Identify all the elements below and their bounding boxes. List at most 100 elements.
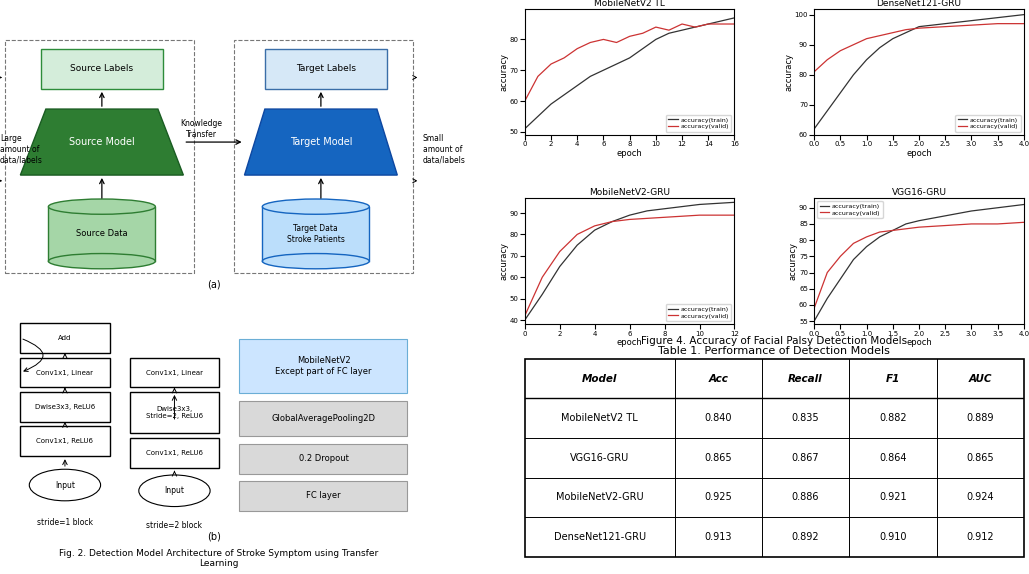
accuracy(train) xyxy=(597,67,609,73)
accuracy(valid) xyxy=(649,24,662,30)
Title: MobileNetV2-GRU: MobileNetV2-GRU xyxy=(590,188,670,197)
accuracy(train) xyxy=(702,21,714,28)
accuracy(train) xyxy=(887,227,899,234)
Text: Conv1x1, ReLU6: Conv1x1, ReLU6 xyxy=(36,439,94,444)
Text: 0.921: 0.921 xyxy=(879,492,907,502)
Text: FC layer: FC layer xyxy=(307,491,341,501)
accuracy(train) xyxy=(1018,11,1029,18)
Text: Input: Input xyxy=(165,486,184,495)
Text: Large
amount of
data/labels: Large amount of data/labels xyxy=(0,134,43,164)
Text: Target Data
Stroke Patients: Target Data Stroke Patients xyxy=(287,224,345,243)
accuracy(valid) xyxy=(965,22,978,29)
accuracy(train) xyxy=(589,227,601,234)
accuracy(train) xyxy=(913,217,925,224)
Y-axis label: accuracy: accuracy xyxy=(499,242,508,280)
accuracy(train) xyxy=(965,208,978,215)
accuracy(train) xyxy=(624,55,636,61)
accuracy(valid) xyxy=(860,35,873,42)
accuracy(valid) xyxy=(702,21,714,28)
Text: 0.889: 0.889 xyxy=(966,413,994,423)
accuracy(train) xyxy=(992,204,1004,211)
accuracy(train) xyxy=(899,29,912,36)
accuracy(valid) xyxy=(544,61,557,68)
Legend: accuracy(train), accuracy(valid): accuracy(train), accuracy(valid) xyxy=(666,115,732,132)
Bar xyxy=(41,49,163,89)
Line: accuracy(valid): accuracy(valid) xyxy=(814,222,1024,308)
accuracy(valid) xyxy=(874,228,886,235)
Bar xyxy=(21,323,109,353)
accuracy(valid) xyxy=(536,274,548,281)
Text: Source Model: Source Model xyxy=(69,137,135,147)
accuracy(train) xyxy=(835,276,847,282)
Text: Knowledge
Transfer: Knowledge Transfer xyxy=(180,119,222,139)
Bar xyxy=(130,358,219,387)
Text: MobileNetV2 TL: MobileNetV2 TL xyxy=(561,413,638,423)
Bar xyxy=(235,40,413,273)
Text: F1: F1 xyxy=(886,374,900,383)
accuracy(train) xyxy=(899,220,912,227)
Text: Table 1. Performance of Detection Models: Table 1. Performance of Detection Models xyxy=(659,346,890,356)
Text: 0.864: 0.864 xyxy=(879,453,907,463)
Text: 0.910: 0.910 xyxy=(879,532,907,542)
Bar xyxy=(240,481,407,511)
accuracy(train) xyxy=(939,20,952,27)
accuracy(valid) xyxy=(1018,219,1029,226)
accuracy(valid) xyxy=(610,39,623,46)
Text: 0.2 Dropout: 0.2 Dropout xyxy=(298,454,349,463)
accuracy(valid) xyxy=(860,234,873,241)
Text: Model: Model xyxy=(582,374,617,383)
accuracy(valid) xyxy=(711,212,723,219)
Text: 0.892: 0.892 xyxy=(791,532,819,542)
accuracy(train) xyxy=(544,100,557,107)
Bar xyxy=(262,207,369,261)
accuracy(valid) xyxy=(899,226,912,232)
Text: Add: Add xyxy=(59,335,72,341)
Text: 0.913: 0.913 xyxy=(705,532,732,542)
accuracy(valid) xyxy=(729,21,741,28)
Line: accuracy(train): accuracy(train) xyxy=(525,18,735,129)
accuracy(train) xyxy=(913,23,925,30)
accuracy(valid) xyxy=(835,253,847,260)
X-axis label: epoch: epoch xyxy=(907,149,932,157)
Text: (a): (a) xyxy=(207,279,221,289)
Bar xyxy=(240,401,407,436)
accuracy(train) xyxy=(729,14,741,21)
accuracy(train) xyxy=(637,45,649,52)
accuracy(train) xyxy=(610,61,623,68)
Line: accuracy(train): accuracy(train) xyxy=(814,204,1024,321)
accuracy(valid) xyxy=(939,23,952,30)
X-axis label: epoch: epoch xyxy=(616,149,642,157)
Text: MobileNetV2
Except part of FC layer: MobileNetV2 Except part of FC layer xyxy=(275,356,371,375)
Text: stride=2 block: stride=2 block xyxy=(146,521,203,530)
accuracy(train) xyxy=(571,82,583,89)
Text: Input: Input xyxy=(55,480,75,490)
accuracy(valid) xyxy=(663,27,675,34)
Text: MobileNetV2-GRU: MobileNetV2-GRU xyxy=(556,492,643,502)
Bar xyxy=(130,392,219,433)
accuracy(train) xyxy=(584,73,597,80)
Line: accuracy(valid): accuracy(valid) xyxy=(525,215,735,316)
Bar xyxy=(264,49,387,89)
Bar xyxy=(21,392,109,422)
accuracy(valid) xyxy=(715,21,728,28)
Text: Target Model: Target Model xyxy=(289,137,352,147)
Bar xyxy=(48,207,155,261)
Text: 0.867: 0.867 xyxy=(791,453,819,463)
accuracy(train) xyxy=(624,212,636,219)
Text: Source Data: Source Data xyxy=(76,230,128,238)
accuracy(valid) xyxy=(913,25,925,32)
Title: VGG16-GRU: VGG16-GRU xyxy=(891,188,947,197)
accuracy(valid) xyxy=(558,55,570,61)
accuracy(valid) xyxy=(992,220,1004,227)
accuracy(valid) xyxy=(808,305,820,312)
accuracy(valid) xyxy=(887,29,899,36)
Legend: accuracy(train), accuracy(valid): accuracy(train), accuracy(valid) xyxy=(817,201,883,218)
accuracy(valid) xyxy=(835,47,847,54)
accuracy(train) xyxy=(558,91,570,98)
accuracy(valid) xyxy=(939,222,952,229)
accuracy(valid) xyxy=(808,68,820,75)
Text: AUC: AUC xyxy=(968,374,992,383)
accuracy(valid) xyxy=(992,20,1004,27)
accuracy(valid) xyxy=(624,33,636,40)
accuracy(valid) xyxy=(847,41,859,48)
